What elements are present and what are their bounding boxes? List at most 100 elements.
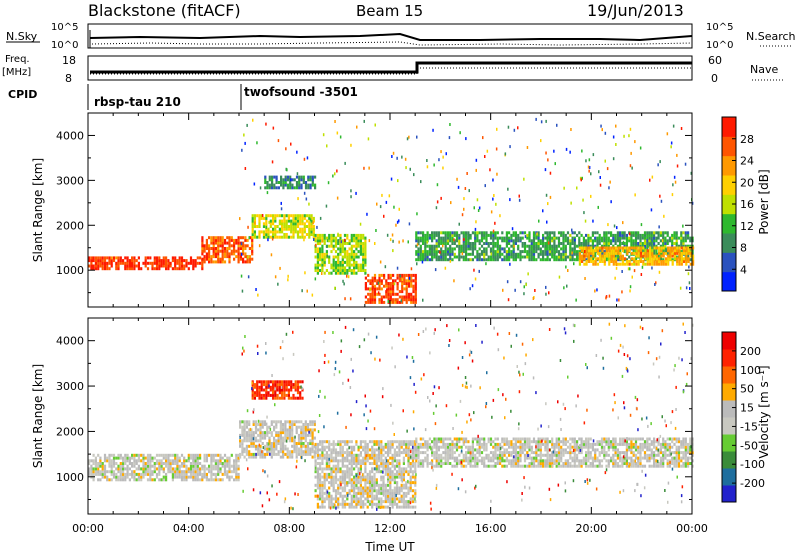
data-cell — [610, 233, 613, 237]
data-cell — [508, 252, 511, 256]
data-cell — [219, 260, 222, 264]
data-cell — [422, 462, 425, 465]
data-cell — [634, 244, 638, 248]
data-cell — [646, 257, 649, 261]
data-cell — [501, 247, 504, 251]
data-cell — [332, 269, 335, 272]
data-cell — [299, 227, 302, 231]
data-cell — [503, 247, 506, 251]
data-cell — [108, 462, 111, 465]
data-cell — [412, 295, 415, 299]
data-cell — [612, 239, 615, 243]
data-cell — [510, 459, 513, 463]
data-cell — [279, 425, 282, 429]
data-cell — [621, 242, 624, 245]
data-cell — [92, 264, 95, 268]
data-cell — [526, 442, 529, 446]
data-cell — [334, 475, 338, 479]
data-cell — [569, 233, 572, 237]
noise-cell — [608, 186, 610, 190]
data-cell — [396, 273, 399, 277]
data-cell — [587, 249, 590, 253]
data-cell — [364, 287, 367, 291]
data-cell — [612, 257, 615, 261]
data-cell — [309, 439, 312, 443]
data-cell — [350, 269, 353, 272]
data-cell — [487, 456, 490, 460]
data-cell — [160, 261, 163, 265]
data-cell — [401, 298, 404, 302]
data-cell — [346, 260, 349, 264]
data-cell — [269, 214, 272, 218]
data-cell — [108, 459, 111, 463]
data-cell — [471, 252, 474, 256]
data-cell — [176, 267, 179, 271]
data-cell — [590, 246, 593, 250]
data-cell — [241, 431, 244, 435]
data-cell — [687, 231, 690, 235]
data-cell — [542, 242, 545, 245]
data-cell — [291, 423, 294, 426]
data-cell — [564, 252, 567, 256]
data-cell — [341, 505, 344, 509]
data-cell — [476, 239, 479, 243]
data-cell — [135, 478, 138, 482]
noise-cell — [322, 133, 325, 137]
data-cell — [339, 242, 342, 245]
data-cell — [489, 437, 493, 441]
data-cell — [208, 467, 211, 471]
data-cell — [548, 242, 551, 245]
data-cell — [214, 260, 217, 264]
data-cell — [440, 258, 443, 262]
data-cell — [332, 247, 335, 251]
data-cell — [280, 181, 283, 184]
noise-cell — [347, 275, 350, 279]
data-cell — [192, 470, 195, 474]
data-cell — [655, 246, 658, 250]
data-cell — [512, 448, 515, 452]
data-cell — [682, 239, 685, 243]
data-cell — [371, 298, 374, 302]
data-cell — [371, 470, 374, 474]
data-cell — [332, 239, 335, 243]
data-cell — [296, 225, 300, 228]
data-cell — [487, 258, 490, 262]
data-cell — [467, 440, 470, 444]
data-cell — [295, 428, 298, 432]
data-cell — [437, 440, 440, 444]
data-cell — [521, 451, 524, 455]
data-cell — [298, 183, 301, 187]
data-cell — [341, 472, 344, 476]
data-cell — [343, 242, 347, 245]
data-cell — [391, 497, 394, 501]
data-cell — [569, 252, 572, 256]
data-cell — [178, 475, 181, 479]
data-cell — [519, 442, 522, 446]
data-cell — [431, 453, 434, 457]
noise-cell — [247, 255, 249, 259]
data-cell — [560, 233, 563, 237]
data-cell — [664, 239, 667, 243]
noise-cell — [554, 162, 556, 166]
data-cell — [196, 261, 199, 265]
nsky-panel: N.Sky 10^5 10^0 10^5 10^0 N.Search — [6, 22, 796, 51]
data-cell — [612, 262, 615, 266]
data-cell — [510, 255, 513, 259]
data-cell — [387, 273, 390, 277]
data-cell — [149, 256, 152, 260]
data-cell — [119, 261, 122, 265]
data-cell — [194, 467, 197, 471]
data-cell — [589, 236, 592, 240]
data-cell — [378, 298, 381, 302]
data-cell — [254, 431, 258, 435]
noise-cell — [368, 166, 370, 170]
data-cell — [414, 287, 417, 291]
noise-cell — [558, 275, 561, 279]
data-cell — [353, 239, 356, 243]
data-cell — [180, 264, 184, 268]
noise-cell — [493, 194, 495, 197]
data-cell — [583, 262, 586, 266]
data-cell — [469, 258, 472, 262]
data-cell — [691, 252, 694, 256]
noise-cell — [386, 233, 389, 237]
